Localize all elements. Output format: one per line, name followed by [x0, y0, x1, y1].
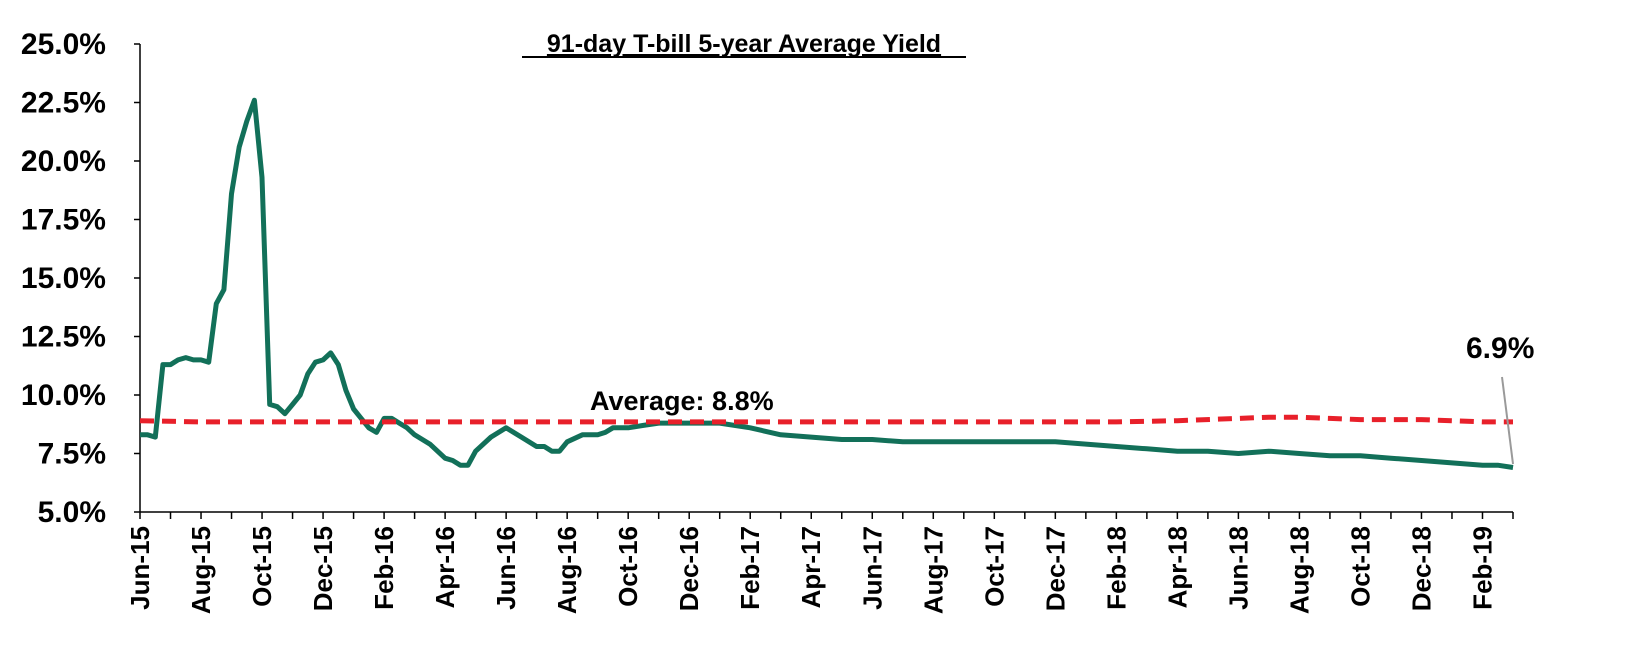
x-tick-label: Jun-16 [491, 526, 521, 610]
x-tick-label: Feb-17 [735, 526, 765, 610]
x-tick-label: Aug-16 [552, 526, 582, 614]
y-tick-label: 25.0% [21, 28, 106, 61]
x-tick-label: Dec-16 [674, 526, 704, 611]
y-tick-label: 10.0% [21, 379, 106, 412]
x-tick-label: Dec-15 [308, 526, 338, 611]
y-tick-label: 5.0% [38, 496, 106, 529]
end-value-leader [1501, 376, 1514, 465]
y-tick-label: 15.0% [21, 262, 106, 295]
end-value-label: 6.9% [1466, 332, 1534, 365]
y-tick-label: 22.5% [21, 87, 106, 120]
x-tick-label: Oct-16 [613, 526, 643, 607]
x-tick-label: Oct-18 [1345, 526, 1375, 607]
series-layer [139, 97, 1514, 470]
x-tick-label: Aug-15 [186, 526, 216, 614]
chart-title: 91-day T-bill 5-year Average Yield [547, 30, 941, 58]
y-axis: 5.0% 7.5% 10.0% 12.5% 15.0% 17.5% 20.0% 22.5% 25… [21, 28, 141, 529]
x-tick-label: Feb-16 [369, 526, 399, 610]
x-tick-label: Oct-17 [979, 526, 1009, 607]
yield-line [140, 97, 1514, 470]
x-tick-label: Jun-18 [1223, 526, 1253, 610]
x-tick-label: Apr-18 [1162, 526, 1192, 608]
x-axis: Jun-15 Aug-15 Oct-15 Dec-15 Feb-16 Apr-16 Jun-… [125, 511, 1514, 614]
y-tick-label: 12.5% [21, 321, 106, 354]
x-tick-label: Apr-17 [796, 526, 826, 608]
x-tick-label: Dec-17 [1040, 526, 1070, 611]
y-tick-label: 17.5% [21, 204, 106, 237]
x-tick-label: Jun-17 [857, 526, 887, 610]
x-tick-label: Dec-18 [1406, 526, 1436, 611]
x-tick-label: Aug-17 [918, 526, 948, 614]
x-tick-label: Apr-16 [430, 526, 460, 608]
x-tick-label: Aug-18 [1284, 526, 1314, 614]
x-tick-label: Feb-18 [1101, 526, 1131, 610]
x-tick-label: Oct-15 [247, 526, 277, 607]
y-tick-label: 20.0% [21, 145, 106, 178]
average-line [139, 414, 1513, 425]
average-label: Average: 8.8% [590, 386, 774, 416]
y-tick-label: 7.5% [38, 438, 106, 471]
x-tick-label: Feb-19 [1467, 526, 1497, 610]
x-tick-label: Jun-15 [125, 526, 155, 610]
